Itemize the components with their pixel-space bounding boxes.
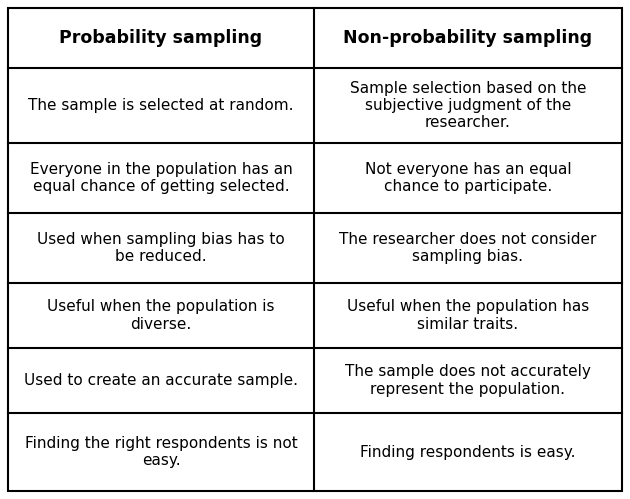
Text: Used to create an accurate sample.: Used to create an accurate sample. — [24, 373, 298, 388]
Text: Used when sampling bias has to
be reduced.: Used when sampling bias has to be reduce… — [37, 232, 285, 264]
Text: Sample selection based on the
subjective judgment of the
researcher.: Sample selection based on the subjective… — [350, 81, 587, 130]
Text: Useful when the population has
similar traits.: Useful when the population has similar t… — [347, 299, 589, 332]
Text: Probability sampling: Probability sampling — [59, 29, 263, 47]
Text: The researcher does not consider
sampling bias.: The researcher does not consider samplin… — [340, 232, 597, 264]
Text: The sample is selected at random.: The sample is selected at random. — [28, 98, 294, 113]
Text: The sample does not accurately
represent the population.: The sample does not accurately represent… — [345, 364, 591, 397]
Text: Not everyone has an equal
chance to participate.: Not everyone has an equal chance to part… — [365, 162, 571, 194]
Text: Finding respondents is easy.: Finding respondents is easy. — [360, 445, 576, 460]
Text: Useful when the population is
diverse.: Useful when the population is diverse. — [47, 299, 275, 332]
Text: Non-probability sampling: Non-probability sampling — [343, 29, 593, 47]
Text: Finding the right respondents is not
easy.: Finding the right respondents is not eas… — [25, 436, 297, 468]
Text: Everyone in the population has an
equal chance of getting selected.: Everyone in the population has an equal … — [30, 162, 292, 194]
